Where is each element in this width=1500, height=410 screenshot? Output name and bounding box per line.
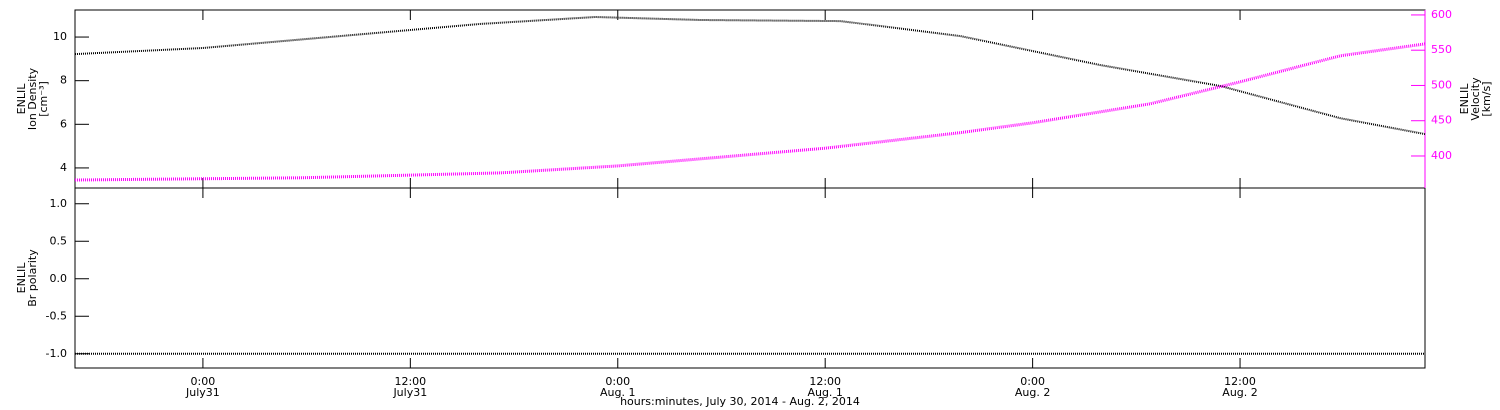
x-tick-label: 0:00 Aug. 1 — [600, 375, 636, 399]
y-tick-label: 6 — [60, 117, 67, 130]
y-axis-title: [cm⁻³] — [37, 81, 50, 117]
y-tick-label: 0.0 — [50, 272, 68, 285]
y2-tick-label: 450 — [1431, 114, 1452, 127]
y-tick-label: 4 — [60, 161, 67, 174]
y-tick-label: 10 — [53, 30, 67, 43]
y-axis-title: ENLIL — [15, 262, 28, 294]
x-tick-label: 12:00 Aug. 2 — [1222, 375, 1258, 399]
y-axis-title: Br polarity — [26, 249, 39, 307]
y-axis-title: ENLIL — [15, 83, 28, 115]
y2-tick-label: 400 — [1431, 149, 1452, 162]
x-tick-label: 12:00 Aug. 1 — [807, 375, 843, 399]
y2-tick-label: 600 — [1431, 8, 1452, 21]
y2-axis-title: [km/s] — [1480, 81, 1493, 116]
series-line — [74, 15, 1426, 136]
y2-tick-label: 500 — [1431, 78, 1452, 91]
series-line — [74, 42, 1426, 182]
x-axis-title: hours:minutes, July 30, 2014 - Aug. 2, 2… — [620, 395, 860, 408]
y-tick-label: -0.5 — [46, 309, 67, 322]
x-tick-label: 0:00 Aug. 2 — [1014, 375, 1051, 399]
bottom-frame — [74, 187, 1426, 369]
x-tick-label: 12:00 July31 — [393, 375, 428, 399]
y-tick-label: 1.0 — [50, 197, 68, 210]
y2-tick-label: 550 — [1431, 43, 1452, 56]
y-tick-label: -1.0 — [46, 347, 67, 360]
y2-axis-title: Velocity — [1469, 77, 1482, 121]
y2-axis-title: ENLIL — [1458, 83, 1471, 115]
x-tick-label: 0:00 July31 — [186, 375, 220, 399]
y-axis-title: Ion Density — [26, 67, 39, 130]
y-tick-label: 8 — [60, 74, 67, 87]
y-tick-label: 0.5 — [50, 234, 68, 247]
top-frame — [74, 9, 1426, 189]
